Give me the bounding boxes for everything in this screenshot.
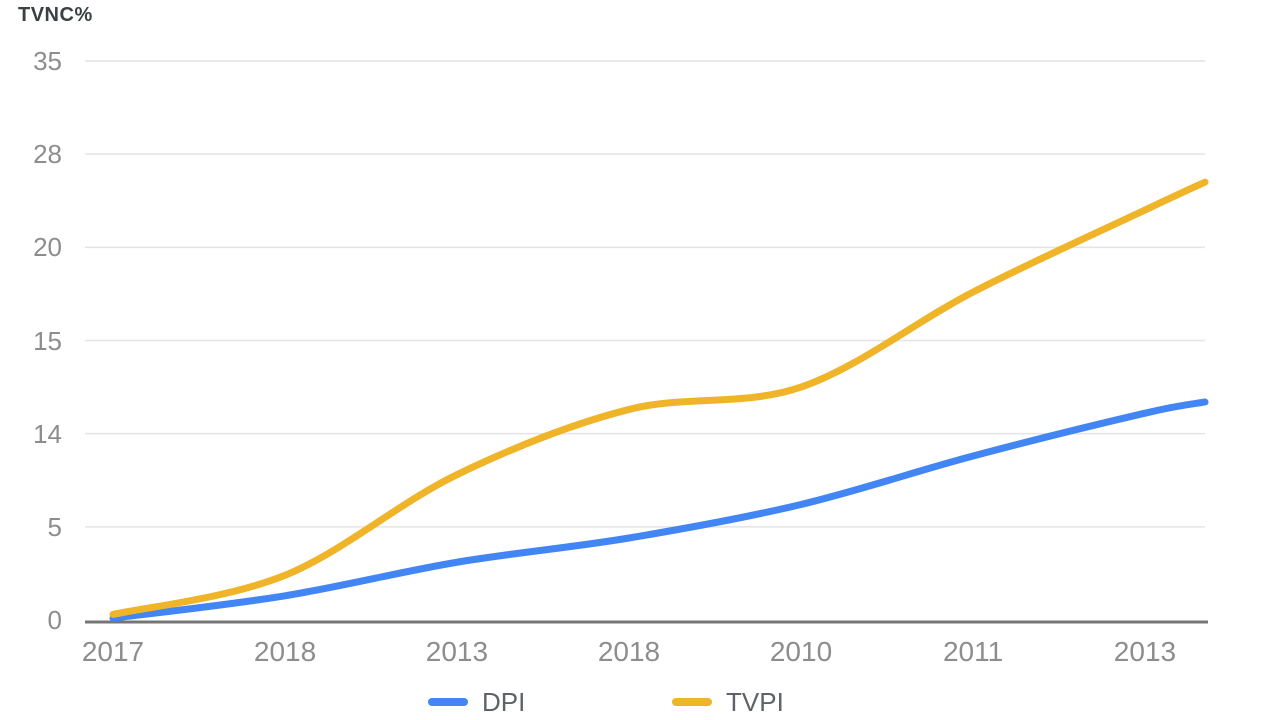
- series-line-tvpi: [109, 178, 1209, 618]
- y-tick-label: 14: [33, 418, 62, 449]
- legend-swatch-icon: [672, 698, 712, 706]
- y-tick-label: 20: [33, 232, 62, 263]
- series-line-dpi: [109, 398, 1209, 622]
- y-tick-label: 35: [33, 46, 62, 76]
- y-tick-label: 15: [33, 325, 62, 356]
- x-tick-label: 2013: [425, 636, 489, 667]
- x-tick-label: 2013: [1113, 636, 1177, 667]
- legend: DPI TVPI: [0, 686, 1280, 720]
- chart-title: TVNC%: [18, 4, 93, 26]
- x-tick-label: 2010: [769, 636, 833, 667]
- legend-swatch-icon: [428, 698, 468, 706]
- legend-item-tvpi: TVPI: [672, 686, 784, 717]
- x-tick-label: 2017: [81, 636, 145, 667]
- legend-item-dpi: DPI: [428, 686, 526, 717]
- legend-label: TVPI: [726, 686, 784, 717]
- legend-label: DPI: [482, 686, 526, 717]
- x-tick-label: 2011: [942, 636, 1004, 667]
- x-tick-label: 2018: [597, 636, 661, 667]
- x-tick-label: 2018: [253, 636, 317, 667]
- y-tick-label: 0: [47, 605, 62, 635]
- y-tick-label: 5: [47, 511, 62, 542]
- y-tick-label: 28: [33, 139, 62, 170]
